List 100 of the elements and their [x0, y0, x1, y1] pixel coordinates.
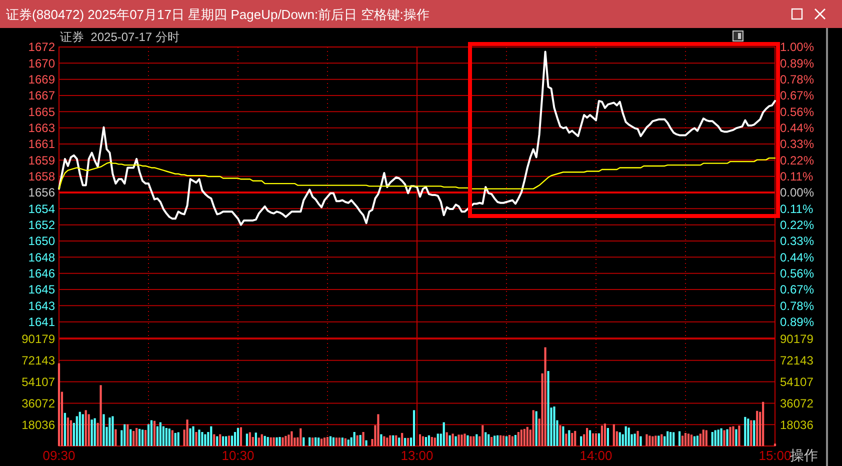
chart-subtitle: 证券 2025-07-17 分时 — [60, 30, 180, 44]
bar — [114, 429, 117, 446]
bar — [78, 412, 81, 446]
y-tick-label: 1665 — [28, 104, 56, 119]
bar — [553, 406, 556, 446]
y2-tick-label: 54107 — [780, 375, 814, 389]
bar — [496, 435, 499, 446]
bar — [696, 436, 698, 446]
bar — [144, 430, 147, 446]
bar — [586, 428, 588, 446]
bar — [395, 435, 398, 446]
y2-tick-label: 0.22% — [780, 153, 814, 168]
bar — [705, 430, 708, 446]
bar — [130, 429, 132, 446]
bar — [260, 434, 263, 446]
bar — [640, 436, 642, 446]
bar — [452, 434, 454, 446]
bar — [681, 436, 684, 446]
y-tick-label: 1646 — [28, 266, 56, 281]
y2-tick-label: 0.22% — [780, 218, 814, 232]
y2-tick-label: 0.33% — [780, 234, 814, 248]
bar — [398, 438, 400, 446]
bar — [568, 430, 570, 446]
bar — [523, 428, 526, 446]
bar — [514, 434, 516, 446]
bar — [604, 424, 606, 446]
bar — [436, 434, 439, 446]
bar — [94, 418, 96, 446]
bar — [100, 385, 102, 446]
bar — [559, 425, 562, 446]
bar — [606, 428, 609, 446]
bar — [624, 426, 627, 446]
bar — [222, 436, 224, 446]
y2-tick-label: 0.56% — [780, 104, 814, 119]
y-tick-label: 1661 — [28, 137, 56, 152]
bar — [240, 427, 242, 446]
x-tick-label: 15:00 — [758, 448, 792, 463]
bar — [458, 434, 460, 446]
bar — [383, 436, 386, 446]
bar — [276, 437, 278, 446]
bar — [168, 428, 170, 446]
bar — [282, 437, 284, 446]
y-tick-label: 54107 — [22, 375, 56, 389]
bar — [270, 437, 272, 446]
bar — [159, 422, 162, 446]
bar — [230, 436, 234, 446]
bar — [70, 420, 72, 446]
bar — [494, 436, 496, 446]
bar — [141, 430, 144, 446]
y-tick-label: 18036 — [22, 418, 56, 432]
bar — [66, 418, 69, 446]
bar — [213, 434, 216, 446]
bar — [365, 440, 368, 446]
bar — [64, 412, 66, 446]
y-tick-label: 1656 — [28, 186, 56, 200]
bar — [505, 436, 508, 446]
bar — [102, 414, 105, 446]
bar — [735, 429, 738, 446]
bar — [484, 432, 487, 446]
bar — [499, 435, 502, 446]
bar — [401, 432, 404, 446]
bar — [195, 432, 198, 446]
bar — [717, 430, 720, 446]
bar — [430, 436, 433, 446]
bar — [84, 410, 87, 446]
bar — [750, 420, 752, 446]
bar — [434, 438, 436, 446]
bar — [290, 431, 293, 446]
y2-tick-label: 72143 — [780, 354, 814, 368]
bar — [323, 438, 326, 446]
bar — [488, 434, 490, 446]
bar — [571, 432, 574, 446]
bar — [464, 434, 466, 446]
bar — [636, 430, 639, 446]
bar — [648, 436, 651, 446]
x-tick-label: 09:30 — [42, 448, 76, 463]
bar — [314, 437, 317, 446]
bar — [112, 416, 114, 446]
y-tick-label: 1669 — [28, 72, 56, 87]
bar — [654, 436, 657, 446]
chart-title: 证券(880472) 2025年07月17日 星期四 PageUp/Down:前后日 空格键:操作 — [6, 7, 430, 22]
bar — [482, 425, 484, 446]
bar — [153, 420, 156, 446]
bar — [753, 420, 756, 446]
bar — [592, 433, 594, 446]
bar — [732, 426, 734, 446]
bar — [670, 432, 672, 446]
bar — [747, 418, 750, 446]
bar — [565, 434, 568, 446]
y2-tick-label: 0.56% — [780, 266, 814, 281]
bar — [511, 436, 514, 446]
y-tick-label: 1650 — [28, 234, 56, 248]
bar — [600, 426, 604, 446]
y-tick-label: 90179 — [22, 332, 56, 346]
line-series — [58, 157, 776, 190]
y-tick-label: 1652 — [28, 218, 56, 232]
bar — [326, 436, 329, 446]
bar — [126, 424, 129, 446]
bar — [693, 436, 696, 446]
bar — [702, 430, 704, 446]
